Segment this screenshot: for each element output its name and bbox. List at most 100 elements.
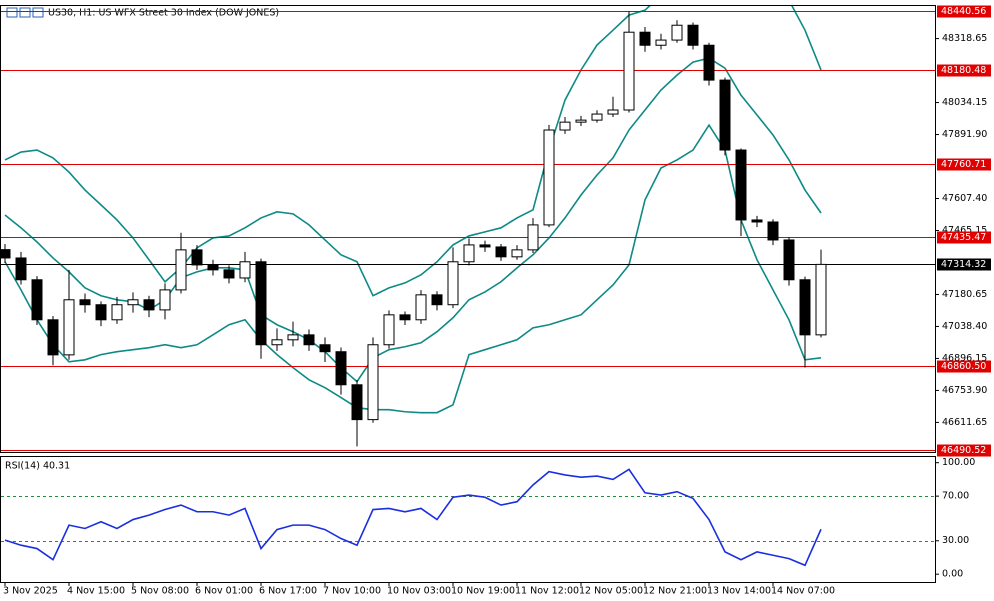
candle-body: [463, 244, 475, 263]
candle-body: [655, 39, 667, 46]
candle-body: [1, 249, 11, 259]
y-tick-label: 46753.90: [942, 385, 987, 396]
rsi-line: [4, 468, 822, 567]
candle-body: [559, 121, 571, 131]
candle-body: [399, 314, 411, 321]
candle-body: [751, 219, 763, 223]
candle-body: [671, 24, 683, 41]
candle-body: [479, 244, 491, 248]
y-tick-label: 47038.40: [942, 321, 987, 332]
toolbar-icons: [6, 7, 44, 18]
y-tick-label: 100.00: [942, 457, 975, 468]
rsi-frame: [0, 456, 936, 583]
y-tick-label: 70.00: [942, 491, 969, 502]
level-label: 47435.47: [941, 232, 986, 243]
candle-body: [511, 249, 523, 258]
candle-body: [159, 289, 171, 311]
x-tick-label: 3 Nov 2025: [3, 586, 58, 597]
y-tick-label: 46611.65: [942, 417, 987, 428]
candle-body: [719, 79, 731, 151]
x-tick-label: 14 Nov 07:00: [771, 586, 835, 597]
candle-body: [783, 239, 795, 281]
level-label-box: [937, 231, 991, 244]
x-tick-label: 5 Nov 08:00: [131, 586, 189, 597]
y-tick-label: 48034.15: [942, 97, 987, 108]
y-tick-label: 47891.90: [942, 129, 987, 140]
level-label-box: [937, 444, 991, 457]
level-label-box: [937, 64, 991, 77]
candle-body: [79, 299, 91, 306]
price-plot: [1, 6, 935, 451]
y-tick-label: 47180.65: [942, 289, 987, 300]
current-price-label: 47314.32: [941, 259, 986, 270]
level-label: 47760.71: [941, 159, 986, 170]
y-tick-label: 47607.40: [942, 193, 987, 204]
candle-body: [351, 384, 363, 421]
candle-body: [815, 263, 827, 336]
candle-body: [255, 261, 267, 346]
candle-body: [543, 129, 555, 226]
rsi-plot: [1, 468, 935, 567]
level-label: 48180.48: [941, 65, 986, 76]
candle-body: [527, 224, 539, 251]
candle-body: [95, 304, 107, 321]
x-tick-label: 7 Nov 10:00: [323, 586, 381, 597]
candle-body: [799, 279, 811, 336]
candle-body: [31, 279, 43, 321]
x-tick-label: 6 Nov 01:00: [195, 586, 253, 597]
x-tick-label: 10 Nov 03:00: [387, 586, 451, 597]
x-tick-label: 10 Nov 19:00: [451, 586, 515, 597]
bollinger-middle: [4, 57, 822, 383]
level-label: 48440.56: [941, 6, 986, 17]
candle-body: [495, 246, 507, 258]
bollinger-upper: [4, 6, 822, 297]
icon: [32, 7, 44, 18]
x-tick-label: 12 Nov 05:00: [579, 586, 643, 597]
candle-body: [191, 249, 203, 266]
bollinger-lower: [4, 123, 822, 414]
current-price-box: [937, 258, 991, 271]
x-tick-label: 4 Nov 15:00: [67, 586, 125, 597]
level-label-box: [937, 5, 991, 18]
y-tick-label: 48318.65: [942, 33, 987, 44]
candle-body: [703, 44, 715, 81]
candle-body: [15, 257, 27, 281]
candle-body: [223, 269, 235, 279]
candle-body: [591, 113, 603, 121]
y-tick-label: 47465.15: [942, 225, 987, 236]
candle-body: [207, 264, 219, 271]
candle-body: [143, 299, 155, 311]
candle-body: [687, 24, 699, 46]
level-label: 46490.52: [941, 445, 986, 456]
level-label-box: [937, 158, 991, 171]
candle-body: [111, 304, 123, 321]
level-label-box: [937, 360, 991, 373]
icon: [19, 7, 31, 18]
main-frame: [0, 5, 936, 453]
x-tick-label: 13 Nov 14:00: [707, 586, 771, 597]
candle-body: [415, 294, 427, 321]
candle-body: [319, 344, 331, 353]
candle-body: [639, 31, 651, 46]
candle-body: [767, 221, 779, 241]
candle-body: [367, 344, 379, 421]
candle-body: [47, 319, 59, 356]
x-tick-label: 11 Nov 12:00: [515, 586, 579, 597]
y-tick-label: 30.00: [942, 535, 969, 546]
candle-body: [335, 351, 347, 386]
y-tick-label: 46896.15: [942, 353, 987, 364]
candle-body: [383, 314, 395, 346]
candle-body: [431, 294, 443, 306]
icon: [6, 7, 18, 18]
candle-body: [127, 299, 139, 306]
candle-body: [271, 339, 283, 346]
candle-body: [303, 334, 315, 346]
candle-body: [735, 149, 747, 221]
level-label: 46860.50: [941, 361, 986, 372]
x-tick-label: 12 Nov 21:00: [643, 586, 707, 597]
chart-title: US30, H1: US WFX Street 30 Index (DOW JO…: [48, 8, 279, 19]
x-tick-label: 6 Nov 17:00: [259, 586, 317, 597]
rsi-title: RSI(14) 40.31: [5, 461, 70, 472]
candle-body: [239, 261, 251, 279]
